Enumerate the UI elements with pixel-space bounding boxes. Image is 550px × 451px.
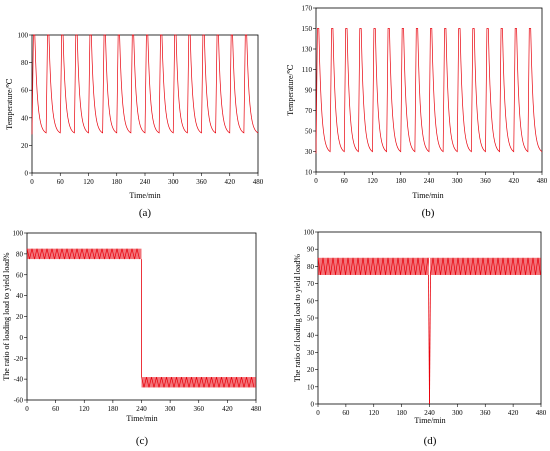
y-tick-label: 100	[304, 229, 315, 237]
x-tick-label: 360	[196, 178, 207, 186]
x-tick-label: 240	[140, 178, 151, 186]
x-tick-label: 180	[108, 405, 119, 413]
x-tick-label: 0	[25, 405, 29, 413]
x-axis-title: Time/min	[414, 416, 445, 425]
x-axis-title: Time/min	[412, 191, 443, 200]
y-tick-label: 40	[16, 292, 24, 300]
y-tick-label: -60	[14, 397, 24, 405]
x-tick-label: 300	[165, 405, 176, 413]
x-tick-label: 120	[369, 409, 380, 417]
y-tick-label: 100	[13, 230, 24, 238]
x-tick-label: 420	[509, 177, 520, 185]
panel-label: (a)	[139, 207, 152, 219]
x-tick-label: 480	[251, 405, 262, 413]
y-tick-label: 80	[21, 59, 29, 67]
x-tick-label: 60	[52, 405, 60, 413]
y-tick-label: 60	[21, 87, 29, 95]
x-tick-label: 0	[314, 177, 318, 185]
x-tick-label: 420	[508, 409, 519, 417]
series-line-temperature	[315, 28, 543, 154]
x-tick-label: 300	[168, 178, 179, 186]
y-tick-label: 100	[18, 32, 29, 40]
y-tick-label: 30	[307, 349, 315, 357]
load-band-fill	[27, 248, 142, 260]
reload-spike-line	[429, 274, 431, 405]
chart-panel-b: 0 60 120 180 240 300 360 420 480 10 30 50 70 90 110 130…	[286, 5, 548, 220]
y-tick-label: 0	[25, 170, 29, 178]
x-tick-label: 180	[396, 409, 407, 417]
y-tick-label: 20	[21, 142, 29, 150]
y-tick-label: 20	[307, 366, 315, 374]
panel-label: (b)	[422, 207, 435, 219]
y-tick-label: 60	[16, 271, 24, 279]
y-axis-title: Temperature/℃	[5, 78, 14, 130]
y-axis-title: The ratio of loading load to yield load%	[293, 254, 302, 383]
y-tick-label: 30	[305, 148, 313, 156]
series-line-temperature	[31, 34, 259, 135]
y-tick-label: 70	[307, 280, 315, 288]
y-tick-label: 10	[305, 169, 313, 177]
x-tick-label: 360	[194, 405, 205, 413]
x-axis-title: Time/min	[126, 414, 157, 423]
x-tick-label: 0	[316, 409, 320, 417]
panel-label: (c)	[136, 435, 149, 447]
y-tick-label: 80	[16, 250, 24, 258]
y-tick-label: 130	[302, 46, 313, 54]
y-tick-label: 170	[302, 5, 313, 13]
y-tick-label: 20	[16, 313, 24, 321]
y-tick-label: 40	[307, 332, 315, 340]
x-tick-label: 360	[480, 177, 491, 185]
x-tick-label: 120	[367, 177, 378, 185]
y-tick-label: 110	[302, 66, 313, 74]
y-tick-label: 50	[305, 128, 313, 136]
y-tick-label: 70	[305, 107, 313, 115]
x-tick-label: 60	[57, 178, 65, 186]
x-tick-label: 420	[225, 178, 236, 186]
y-tick-label: 150	[302, 25, 313, 33]
y-tick-label: -40	[14, 376, 24, 384]
x-tick-label: 480	[536, 409, 547, 417]
y-tick-label: 80	[307, 263, 315, 271]
y-tick-label: 40	[21, 114, 29, 122]
x-tick-label: 60	[342, 409, 350, 417]
x-tick-label: 240	[424, 409, 435, 417]
plot-frame	[31, 34, 259, 174]
y-tick-label: 10	[307, 383, 315, 391]
x-tick-label: 180	[396, 177, 407, 185]
x-tick-label: 120	[83, 178, 94, 186]
y-tick-label: 0	[311, 401, 315, 409]
x-tick-label: 480	[537, 177, 548, 185]
chart-panel-a: 0 60 120 180 240 300 360 420 480 0 20 40 60 80 100 Time…	[5, 32, 264, 220]
y-tick-label: -20	[14, 355, 24, 363]
x-tick-label: 300	[452, 177, 463, 185]
y-tick-label: 90	[305, 87, 313, 95]
x-tick-label: 0	[30, 178, 34, 186]
y-axis-title: Temperature/℃	[286, 64, 295, 116]
y-tick-label: 0	[20, 334, 24, 342]
y-axis-title: The ratio of loading load to yield load%	[2, 252, 11, 381]
chart-panel-c: 0 60 120 180 240 300 360 420 480 -60 -40 -20 0 20 40 60…	[2, 230, 262, 448]
x-tick-label: 420	[222, 405, 233, 413]
x-tick-label: 300	[452, 409, 463, 417]
x-tick-label: 60	[341, 177, 349, 185]
x-tick-label: 480	[253, 178, 264, 186]
series-line-load-ratio	[26, 248, 140, 260]
chart-panel-d: 0 60 120 180 240 300 360 420 480 0 10 20 30 40 50 60 70 8…	[293, 229, 547, 448]
x-tick-label: 240	[136, 405, 147, 413]
load-band-fill	[141, 377, 256, 388]
y-tick-label: 60	[307, 297, 315, 305]
x-axis-title: Time/min	[129, 191, 160, 200]
x-tick-label: 240	[424, 177, 435, 185]
y-tick-label: 50	[307, 315, 315, 323]
series-line-load-ratio	[141, 376, 255, 388]
y-tick-label: 90	[307, 246, 315, 254]
x-tick-label: 120	[79, 405, 90, 413]
x-tick-label: 360	[480, 409, 491, 417]
panel-label: (d)	[424, 435, 437, 447]
x-tick-label: 180	[112, 178, 123, 186]
